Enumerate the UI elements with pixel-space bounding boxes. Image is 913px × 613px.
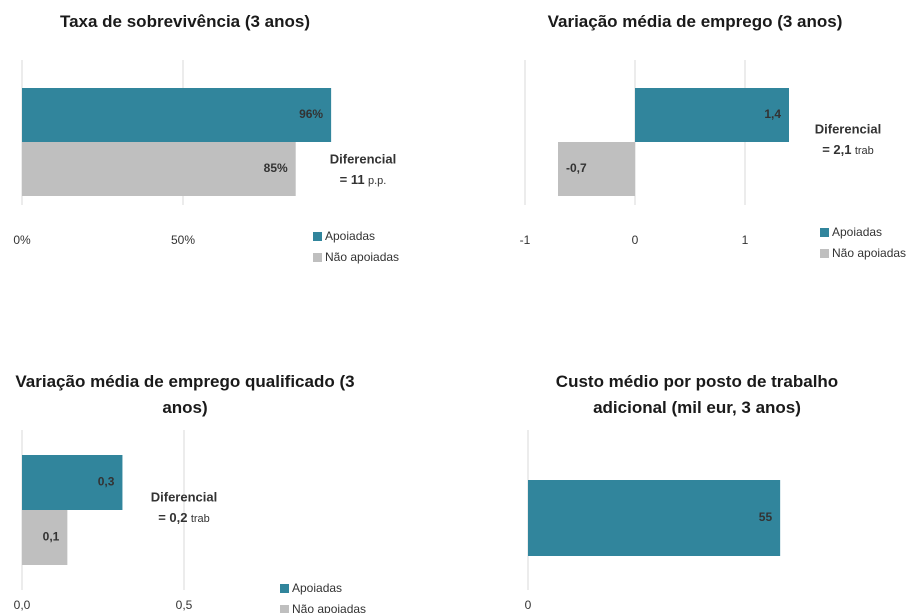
annotation-title: Diferencial — [815, 121, 881, 136]
data-label: -0,7 — [566, 161, 587, 175]
annotation-number: = 11 — [340, 172, 365, 187]
x-tick-label: 50% — [171, 233, 195, 247]
annotation-title: Diferencial — [151, 489, 217, 504]
annotation-title: Diferencial — [330, 151, 396, 166]
bar — [22, 510, 68, 565]
annotation-unit: trab — [855, 145, 874, 157]
data-label: 1,4 — [764, 107, 781, 121]
bar — [528, 480, 781, 556]
data-label: 55 — [759, 510, 773, 524]
legend-label: Apoiadas — [325, 229, 375, 243]
annotation-unit: p.p. — [368, 175, 386, 187]
chart-title: Custo médio por posto de trabalho adicio… — [555, 372, 839, 417]
legend-label: Não apoiadas — [325, 250, 399, 264]
chart-title: Variação média de emprego (3 anos) — [547, 12, 843, 31]
x-tick-label: 0% — [13, 233, 31, 247]
data-label: 0,3 — [98, 475, 115, 489]
legend-swatch — [313, 232, 322, 241]
annotation-value: = 2,1 trab — [822, 142, 874, 157]
annotation-value: = 0,2 trab — [158, 510, 210, 525]
legend-swatch — [820, 249, 829, 258]
annotation-number: = 2,1 — [822, 142, 851, 157]
bar — [635, 88, 789, 142]
legend-swatch — [820, 228, 829, 237]
annotation-unit: trab — [191, 513, 210, 525]
x-tick-label: 0,5 — [176, 598, 193, 612]
legend-swatch — [280, 584, 289, 593]
annotation-number: = 0,2 — [158, 510, 187, 525]
annotation-value: = 11 p.p. — [340, 172, 387, 187]
chart-title: Variação média de emprego qualificado (3… — [15, 372, 355, 417]
bar — [558, 142, 635, 196]
data-label: 96% — [299, 107, 323, 121]
legend-label: Não apoiadas — [292, 602, 366, 613]
bar — [22, 455, 123, 510]
bar — [22, 88, 332, 142]
x-tick-label: 1 — [742, 233, 749, 247]
bar — [22, 142, 296, 196]
chart-title: Taxa de sobrevivência (3 anos) — [59, 12, 311, 31]
legend-label: Não apoiadas — [832, 246, 906, 260]
legend-swatch — [313, 253, 322, 262]
x-tick-label: -1 — [520, 233, 531, 247]
data-label: 0,1 — [43, 530, 60, 544]
x-tick-label: 0 — [632, 233, 639, 247]
data-label: 85% — [264, 161, 288, 175]
legend-label: Apoiadas — [832, 225, 882, 239]
legend-swatch — [280, 605, 289, 613]
legend-label: Apoiadas — [292, 581, 342, 595]
x-tick-label: 0,0 — [14, 598, 31, 612]
x-tick-label: 0 — [525, 598, 532, 612]
